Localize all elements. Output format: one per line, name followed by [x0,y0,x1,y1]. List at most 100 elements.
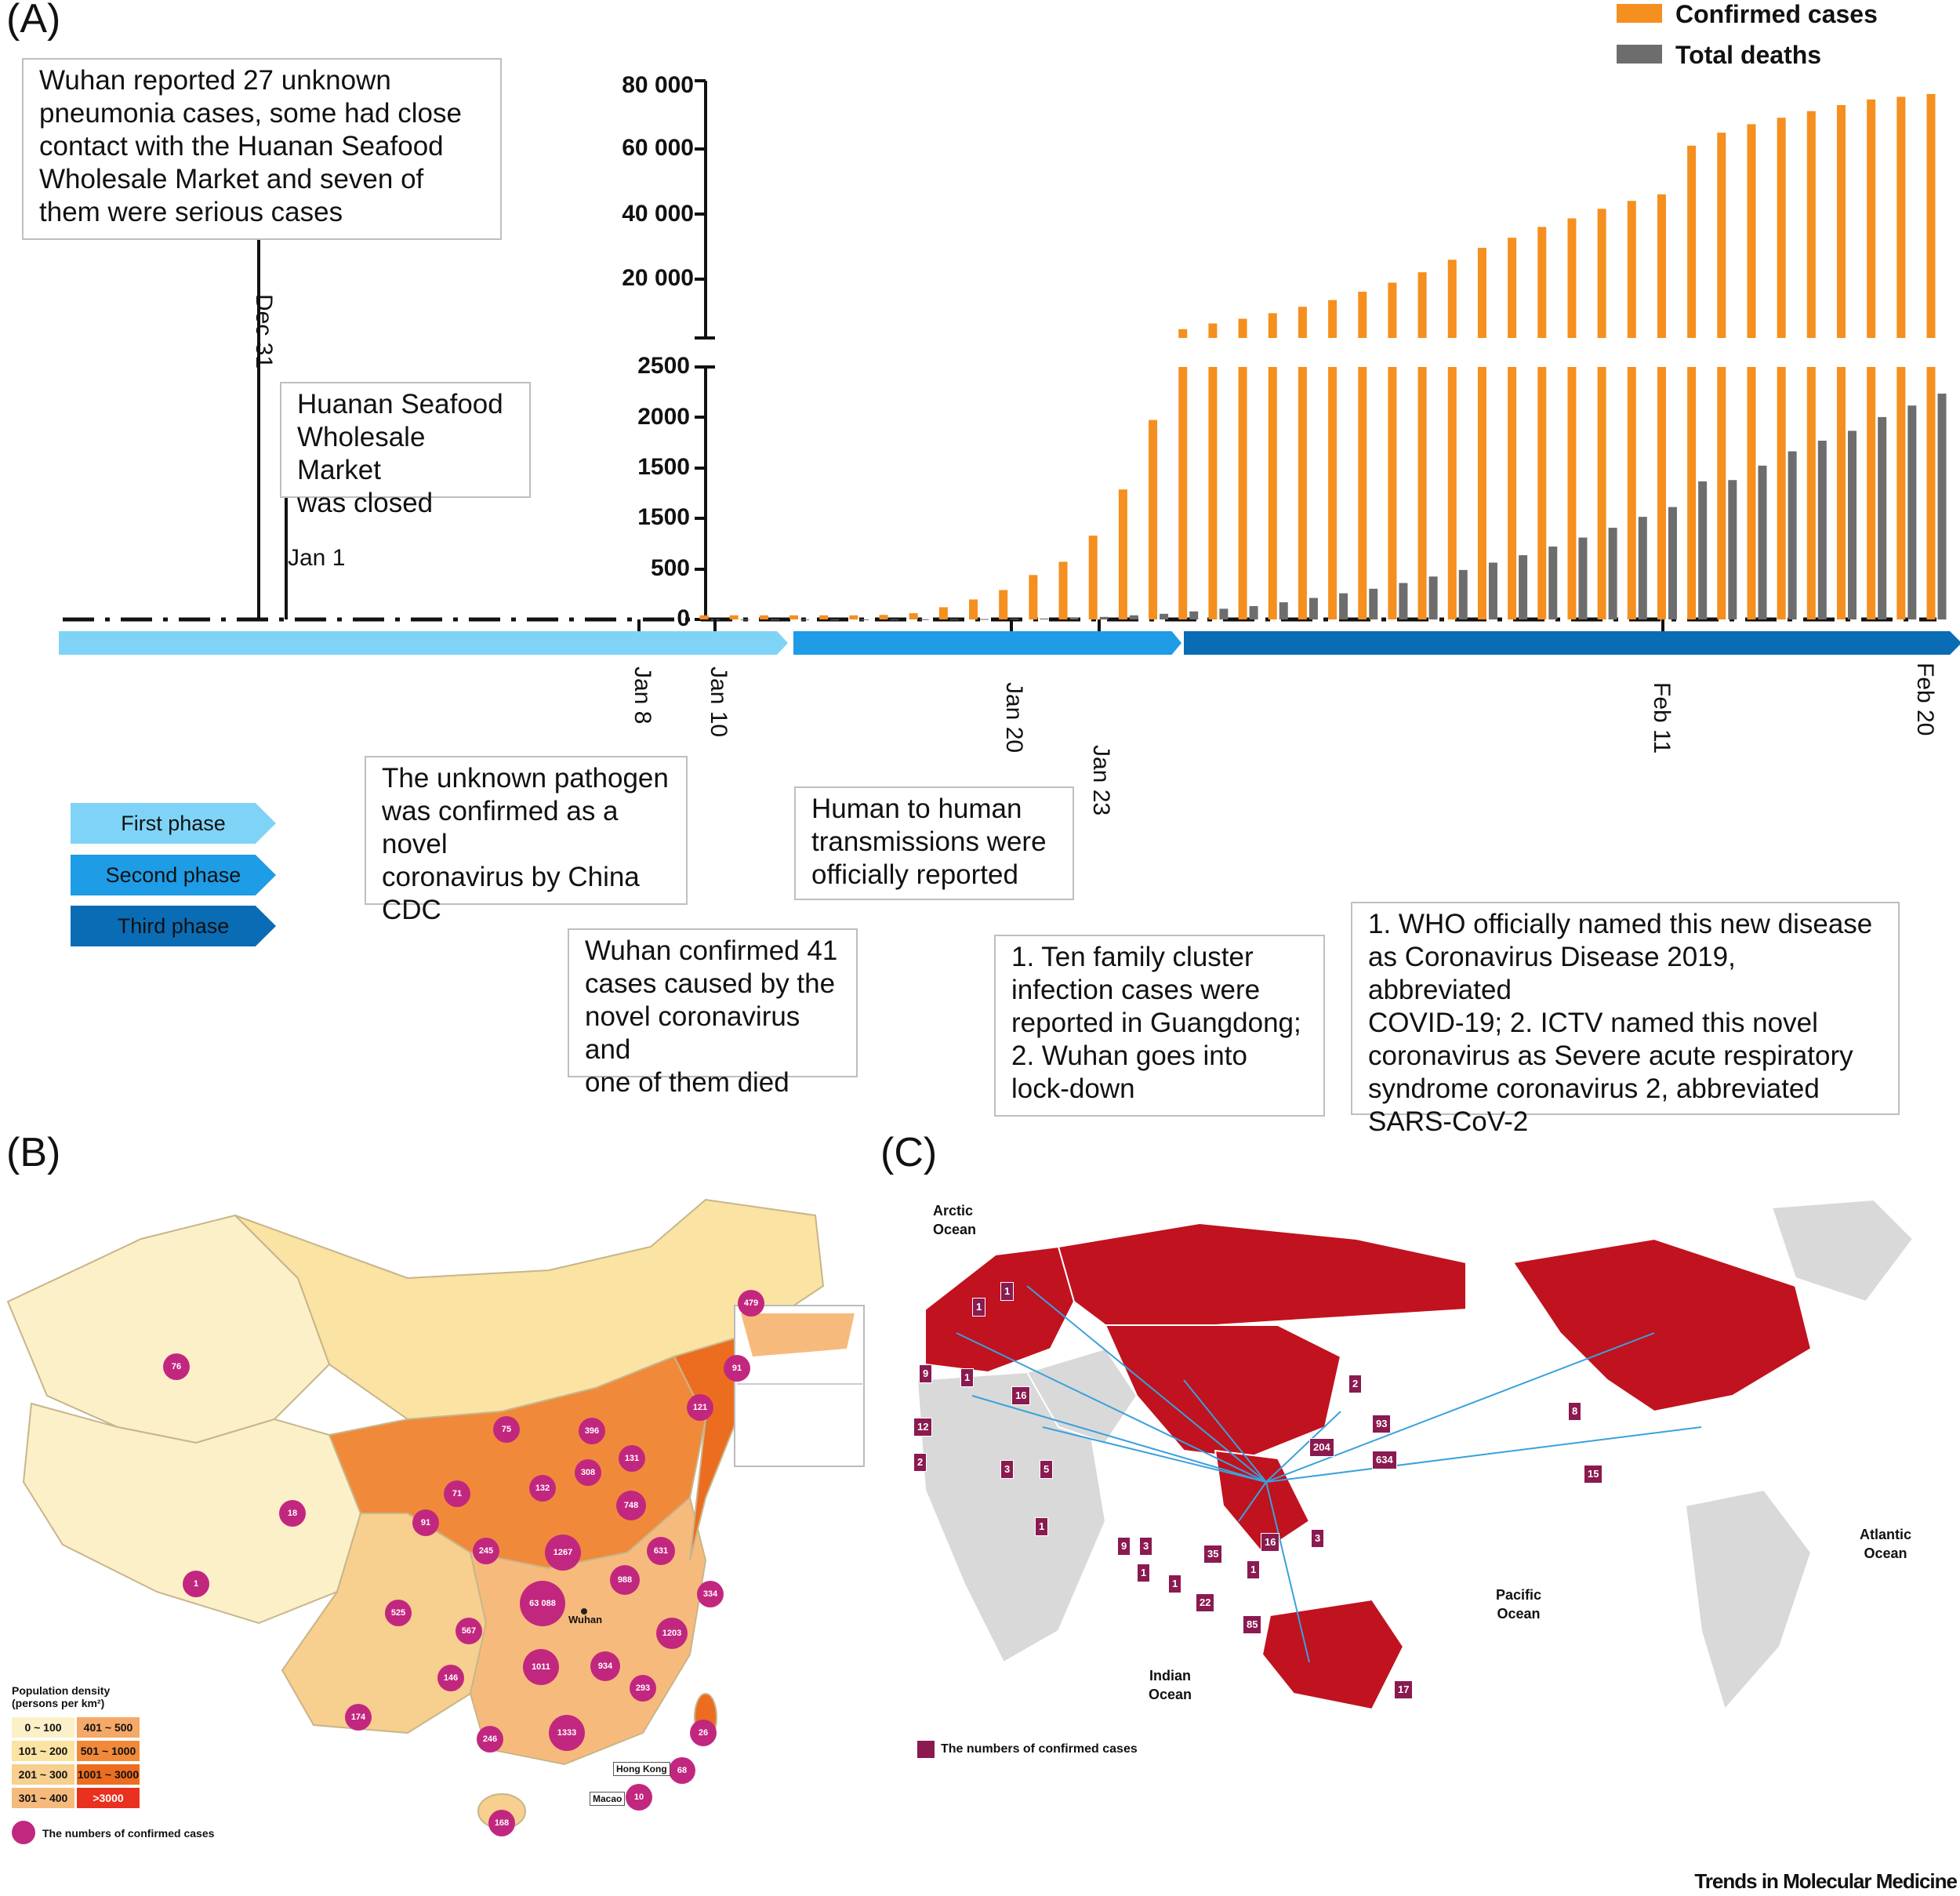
confirmed-bar [699,615,709,619]
upper-tick-label: 60 000 [622,135,694,161]
confirmed-bar-upper [1567,218,1577,338]
confirmed-bar [1836,367,1846,619]
confirmed-bar [1447,367,1457,619]
confirmed-bar-upper [1208,323,1218,338]
province-case-bubble: 1333 [549,1715,585,1751]
confirmed-bar-upper [1867,99,1876,339]
macao-label: Macao [590,1792,626,1806]
deaths-bar [1907,405,1917,619]
country-case-box: 17 [1394,1680,1414,1699]
confirmed-bar [1627,367,1636,619]
confirmed-bar [1926,367,1936,619]
lower-tick-label: 2000 [637,404,690,430]
confirmed-bar [879,615,888,619]
cases-legend-label: The numbers of confirmed cases [42,1827,215,1840]
confirmed-bar [1388,367,1397,619]
map-russia [1057,1222,1467,1326]
map-south-america [1684,1488,1813,1712]
confirmed-bar-upper [1238,318,1247,338]
ocean-indian: Indian Ocean [1149,1668,1192,1702]
confirmed-bar [969,599,978,619]
province-case-bubble: 63 088 [520,1581,565,1626]
ocean-arctic: Arctic Ocean [933,1203,977,1237]
date-jan1: Jan 1 [288,545,346,571]
province-case-bubble: 168 [488,1810,515,1836]
deaths-bar [1488,562,1497,619]
confirmed-bar [1058,561,1068,619]
confirmed-bar [1268,367,1277,619]
upper-tick-label: 20 000 [622,265,694,291]
province-case-bubble: 525 [385,1600,412,1626]
density-bin: 201 ~ 300 [12,1764,74,1785]
country-case-box: 9 [919,1364,933,1383]
deaths-bar [1519,555,1528,619]
confirmed-bar-upper [1417,272,1427,338]
density-bin: 1001 ~ 3000 [77,1764,140,1785]
confirmed-bar [1149,420,1158,619]
map-southeast-asia [1214,1449,1311,1554]
country-case-box: 9 [1117,1537,1131,1556]
province-case-bubble: 631 [647,1537,675,1565]
density-bin: 301 ~ 400 [12,1788,74,1808]
province-case-bubble: 1011 [523,1649,559,1685]
country-case-box: 1 [1168,1575,1182,1593]
confirmed-bar-upper [1388,282,1397,338]
confirmed-bar-upper [1717,133,1726,338]
density-bin: 501 ~ 1000 [77,1741,140,1761]
province-case-bubble: 293 [630,1675,656,1702]
confirmed-bar [1567,367,1577,619]
deaths-bar [1638,517,1647,619]
lower-tick-label: 500 [650,555,690,581]
country-case-box: 1 [972,1298,986,1317]
country-case-box: 35 [1203,1545,1223,1564]
confirmed-bar [1508,367,1517,619]
lower-tick-label: 0 [677,605,690,631]
density-legend-title: Population density (persons per km²) [12,1684,111,1709]
date-jan8: Jan 8 [630,667,655,725]
province-case-bubble: 396 [579,1418,605,1444]
deaths-bar [1698,481,1708,619]
note-dec31: Wuhan reported 27 unknown pneumonia case… [22,58,502,240]
confirmed-bar [1806,367,1816,619]
deaths-bar [1458,569,1468,619]
deaths-bar [1608,528,1617,619]
country-case-box: 3 [1311,1529,1325,1548]
province-case-bubble: 91 [724,1355,750,1382]
cases-legend-swatch [12,1821,35,1844]
confirmed-bar-upper [1178,329,1188,338]
deaths-bar [1847,430,1857,619]
lower-tick-label: 1500 [637,504,690,530]
province-case-bubble: 26 [690,1720,717,1746]
confirmed-bar [1328,367,1338,619]
confirmed-bar [1088,536,1098,619]
confirmed-bar-upper [1298,307,1307,338]
legend-deaths-label: Total deaths [1675,41,1822,69]
country-case-box: 85 [1243,1615,1262,1634]
density-bin: 401 ~ 500 [77,1717,140,1738]
confirmed-bar [1896,367,1906,619]
confirmed-bar-upper [1358,292,1367,338]
map-greenland [1770,1198,1915,1303]
upper-tick-label: 80 000 [622,72,694,98]
confirmed-bar [1537,367,1547,619]
province-case-bubble: 91 [412,1509,439,1536]
date-feb11: Feb 11 [1649,682,1675,754]
transmission-lines [956,1285,1702,1663]
deaths-bar [1817,441,1827,619]
confirmed-bar [1747,367,1756,619]
confirmed-bar [759,615,768,619]
confirmed-bar [1358,367,1367,619]
hong-kong-label: Hong Kong [613,1762,670,1776]
confirmed-bar [1867,367,1876,619]
deaths-bar [1160,613,1169,619]
confirmed-bar-upper [1836,105,1846,339]
deaths-bar [1189,611,1199,619]
confirmed-bar [789,615,799,619]
note-jan20: Human to human transmissions were offici… [794,786,1074,900]
province-case-bubble: 1 [183,1571,209,1597]
deaths-bar [800,619,810,620]
country-case-box: 5 [1040,1460,1054,1479]
province-case-bubble: 567 [456,1618,482,1644]
confirmed-bar-upper [1477,248,1486,338]
timeline-phase-2-bar [793,631,1181,655]
